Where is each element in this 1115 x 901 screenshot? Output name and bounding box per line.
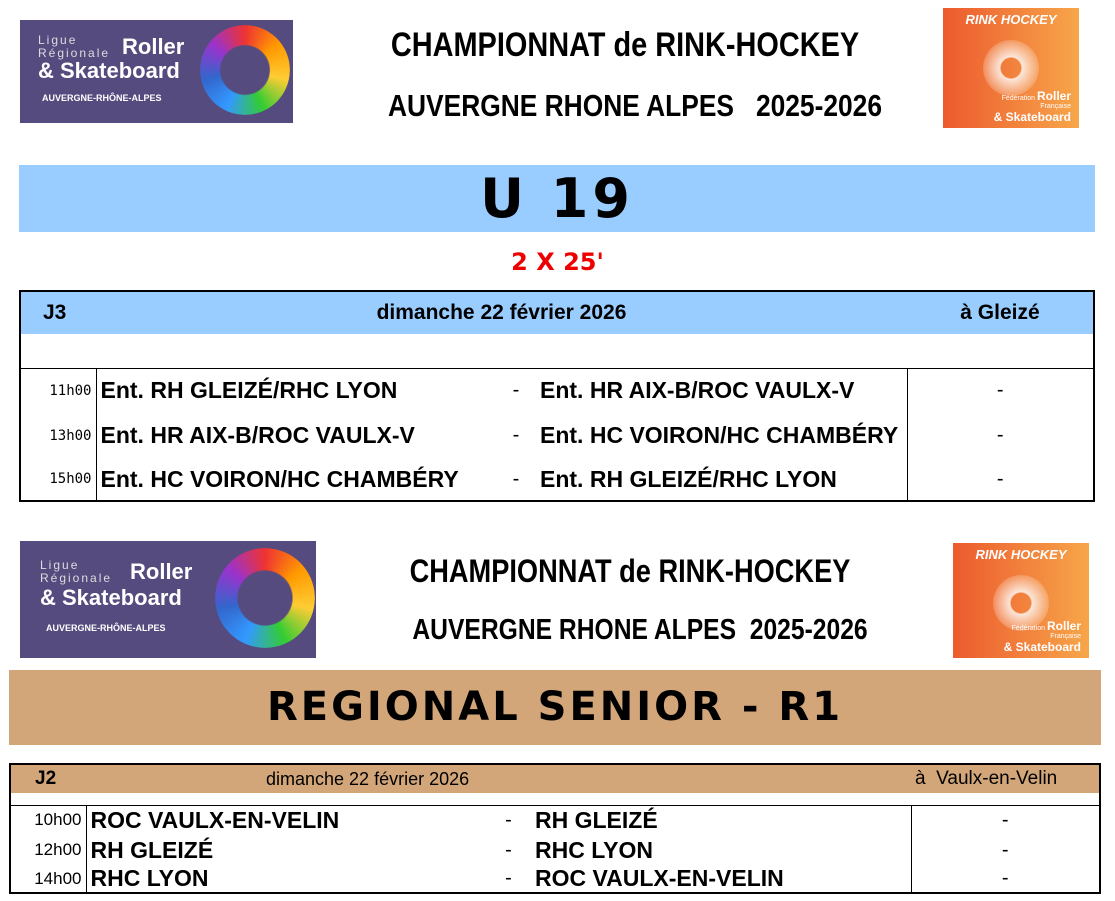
score: -	[906, 413, 1094, 458]
ligue-brand: Roller	[122, 34, 185, 59]
federation-text: Fédération Roller Française & Skateboard	[1003, 619, 1081, 654]
match-date: dimanche 22 février 2026	[266, 768, 470, 789]
table-row: 15h00 Ent. HC VOIRON/HC CHAMBÉRY - Ent. RH …	[20, 458, 1094, 501]
sun-icon	[993, 575, 1049, 631]
schedule-table-r1: J2 dimanche 22 février 2026 à Vaulx-en-V…	[9, 763, 1101, 894]
home-team: Ent. RH GLEIZÉ/RHC LYON	[100, 377, 398, 404]
match-date: dimanche 22 février 2026	[376, 301, 627, 324]
home-team: ROC VAULX-EN-VELIN	[90, 806, 340, 833]
score: -	[910, 865, 1100, 893]
home-team: Ent. HC VOIRON/HC CHAMBÉRY	[100, 465, 459, 492]
federation-top: RINK HOCKEY	[975, 547, 1067, 562]
ligue-brand-2: & Skateboard	[38, 58, 180, 83]
home-team: Ent. HR AIX-B/ROC VAULX-V	[100, 422, 415, 448]
separator: -	[505, 838, 512, 861]
sun-icon	[983, 40, 1039, 96]
round-label: J3	[43, 301, 67, 324]
table-row: 10h00 ROC VAULX-EN-VELIN - RH GLEIZÉ -	[10, 805, 1100, 835]
match-time: 14h00	[10, 865, 87, 893]
ligue-logo-text: Ligue Régionale	[40, 558, 113, 585]
table-row: 14h00 RHC LYON - ROC VAULX-EN-VELIN -	[10, 865, 1100, 893]
match-time: 10h00	[10, 805, 87, 835]
match-time: 15h00	[20, 458, 97, 501]
score: -	[906, 458, 1094, 501]
category-banner: REGIONAL SENIOR - R1	[9, 670, 1101, 745]
ligue-logo-text: Ligue Régionale	[38, 33, 111, 60]
match-time: 12h00	[10, 835, 87, 865]
ligue-logo: Ligue Régionale Roller & Skateboard AUVER…	[20, 20, 293, 123]
season-title: AUVERGNE RHONE ALPES 2025-2026	[387, 88, 882, 123]
federation-logo: RINK HOCKEY Fédération Roller Française & …	[943, 8, 1079, 128]
away-team: RH GLEIZÉ	[535, 806, 658, 833]
ligue-ring-icon	[215, 548, 315, 648]
separator: -	[512, 467, 520, 490]
season-title: AUVERGNE RHONE ALPES 2025-2026	[412, 614, 868, 646]
ligue-brand-2: & Skateboard	[40, 585, 182, 610]
separator: -	[505, 867, 512, 889]
table-row: 13h00 Ent. HR AIX-B/ROC VAULX-V - Ent. HC V…	[20, 413, 1094, 458]
federation-top: RINK HOCKEY	[965, 12, 1057, 27]
away-team: Ent. RH GLEIZÉ/RHC LYON	[540, 465, 837, 492]
table-row: 11h00 Ent. RH GLEIZÉ/RHC LYON - Ent. HR AIX…	[20, 368, 1094, 413]
separator: -	[512, 379, 520, 402]
home-team: RH GLEIZÉ	[90, 836, 214, 863]
venue: à Vaulx-en-Velin	[915, 768, 1058, 789]
schedule-table-u19: J3 dimanche 22 février 2026 à Gleizé 11h…	[19, 290, 1095, 502]
table-row: 12h00 RH GLEIZÉ - RHC LYON -	[10, 835, 1100, 865]
championship-title: CHAMPIONNAT de RINK-HOCKEY	[390, 26, 860, 64]
table-header: J3 dimanche 22 février 2026 à Gleizé	[20, 291, 1094, 334]
score: -	[910, 835, 1100, 865]
score: -	[906, 368, 1094, 413]
ligue-brand: Roller	[130, 559, 193, 584]
federation-logo: RINK HOCKEY Fédération Roller Française & …	[953, 543, 1089, 658]
ligue-logo: Ligue Régionale Roller & Skateboard AUVER…	[20, 541, 316, 658]
ligue-region: AUVERGNE-RHÔNE-ALPES	[46, 623, 166, 633]
federation-text: Fédération Roller Française & Skateboard	[993, 89, 1071, 124]
category-banner: U 19	[19, 165, 1095, 232]
match-duration: 2 X 25'	[511, 248, 604, 276]
away-team: ROC VAULX-EN-VELIN	[535, 865, 784, 891]
away-team: Ent. HR AIX-B/ROC VAULX-V	[540, 377, 855, 404]
away-team: RHC LYON	[535, 836, 653, 863]
ligue-ring-icon	[200, 25, 290, 115]
separator: -	[505, 808, 512, 831]
match-time: 11h00	[20, 368, 97, 413]
home-team: RHC LYON	[90, 865, 209, 891]
match-time: 13h00	[20, 413, 97, 458]
separator: -	[512, 424, 520, 446]
venue: à Gleizé	[960, 301, 1040, 324]
round-label: J2	[35, 768, 57, 789]
table-header: J2 dimanche 22 février 2026 à Vaulx-en-V…	[10, 764, 1100, 793]
championship-title: CHAMPIONNAT de RINK-HOCKEY	[409, 553, 851, 589]
away-team: Ent. HC VOIRON/HC CHAMBÉRY	[540, 422, 899, 448]
ligue-region: AUVERGNE-RHÔNE-ALPES	[42, 93, 162, 103]
score: -	[910, 805, 1100, 835]
